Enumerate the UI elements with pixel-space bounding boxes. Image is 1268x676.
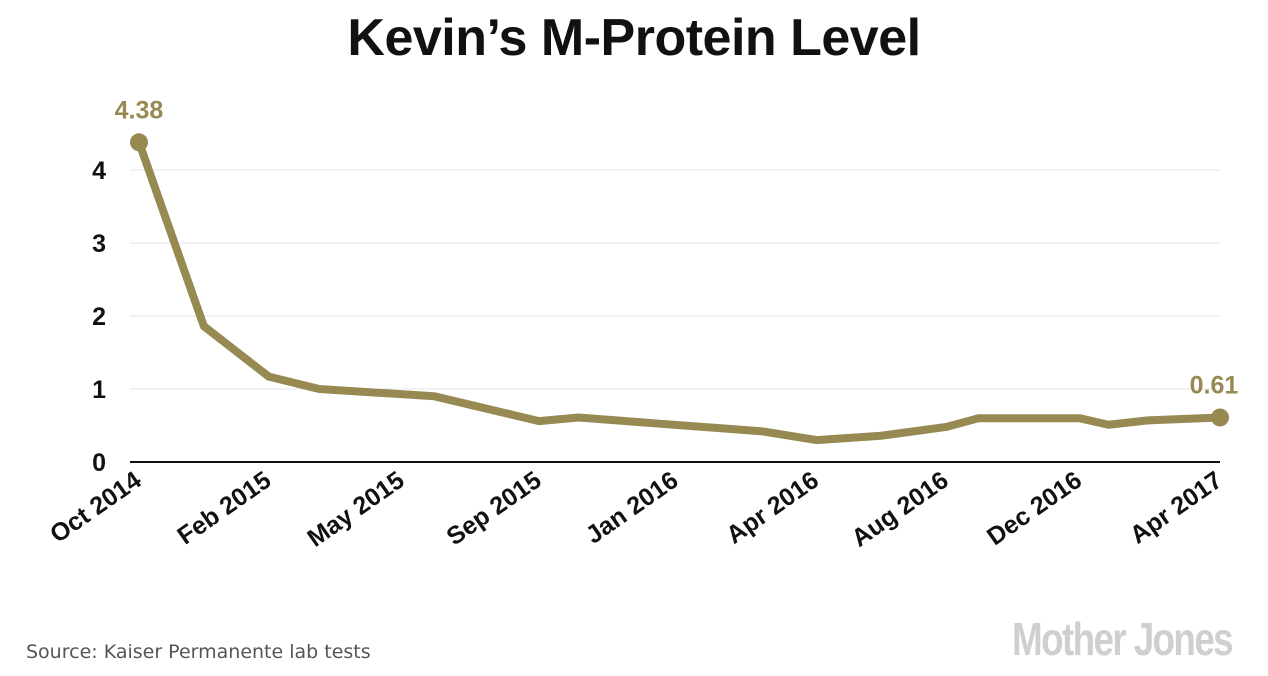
chart-title: Kevin’s M-Protein Level bbox=[347, 9, 921, 67]
x-tick-label: Sep 2015 bbox=[442, 466, 547, 551]
x-tick-label: Feb 2015 bbox=[172, 466, 276, 550]
x-tick-label: Apr 2016 bbox=[721, 466, 824, 550]
x-tick-label: Jan 2016 bbox=[581, 466, 684, 550]
x-tick-label: Aug 2016 bbox=[846, 466, 953, 553]
data-label: 4.38 bbox=[115, 96, 164, 124]
series-line bbox=[135, 138, 1224, 445]
x-tick-label: Apr 2017 bbox=[1125, 466, 1228, 550]
x-tick-label: Oct 2014 bbox=[45, 466, 147, 549]
y-tick-label: 2 bbox=[92, 303, 106, 331]
source-note: Source: Kaiser Permanente lab tests bbox=[26, 641, 371, 663]
data-label: 0.61 bbox=[1190, 371, 1239, 399]
x-tick-label: Dec 2016 bbox=[982, 466, 1087, 551]
data-point-marker bbox=[130, 133, 148, 152]
y-tick-label: 1 bbox=[92, 376, 106, 404]
y-tick-label: 0 bbox=[92, 449, 106, 477]
data-point-marker bbox=[1211, 408, 1229, 427]
y-tick-label: 4 bbox=[92, 157, 106, 185]
x-tick-label: May 2015 bbox=[302, 466, 409, 553]
y-tick-label: 3 bbox=[92, 230, 106, 258]
mother-jones-logo: Mother Jones bbox=[1011, 613, 1234, 665]
